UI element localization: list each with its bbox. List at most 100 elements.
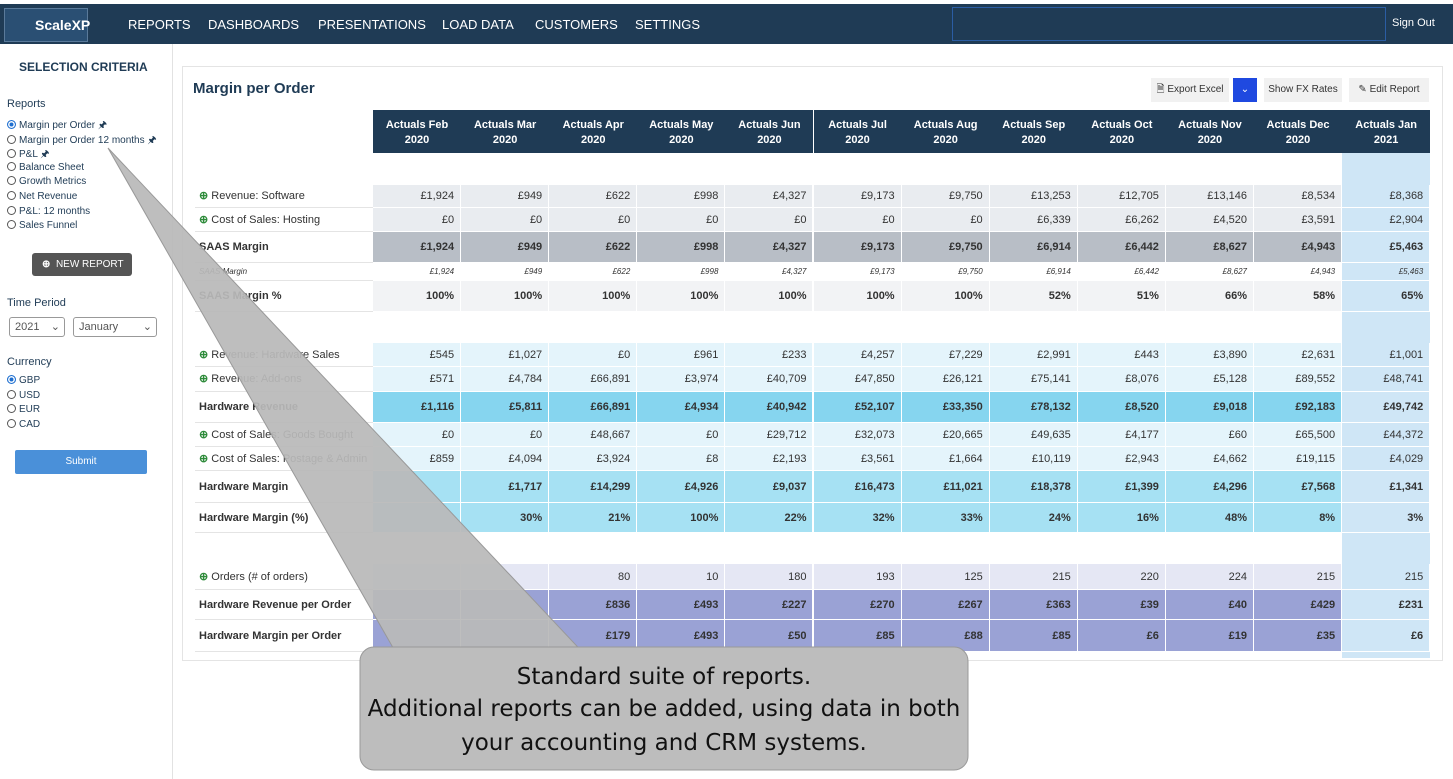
column-header: Actuals Aug 2020 — [901, 110, 990, 153]
table-cell: £0 — [461, 208, 550, 232]
column-header: Actuals Mar 2020 — [461, 110, 550, 153]
table-cell: £4,784 — [461, 367, 550, 392]
table-cell: £85 — [989, 620, 1078, 652]
submit-button[interactable]: Submit — [15, 450, 147, 474]
table-cell: £0 — [637, 423, 726, 447]
table-cell: £19 — [1165, 620, 1254, 652]
table-cell: £4,327 — [725, 232, 814, 263]
report-option[interactable]: P&L 🖈 — [7, 147, 50, 164]
table-cell: £66,891 — [549, 367, 638, 392]
table-cell: £19,115 — [1254, 447, 1343, 471]
report-option[interactable]: Net Revenue — [7, 191, 77, 202]
column-header: Actuals May 2020 — [637, 110, 726, 153]
table-cell: £622 — [549, 263, 638, 281]
month-select[interactable]: January ⌄ — [73, 317, 157, 337]
table-cell: £8,627 — [1165, 263, 1254, 281]
table-cell: £48,667 — [549, 423, 638, 447]
table-cell: £2,991 — [989, 343, 1078, 367]
table-cell: 10 — [637, 564, 726, 590]
row-label: Hardware Margin per Order — [195, 620, 373, 652]
callout-text: your accounting and CRM systems. — [461, 730, 867, 756]
table-cell: £4,094 — [461, 447, 550, 471]
table-cell: 100% — [549, 281, 638, 312]
table-cell: £7,568 — [1254, 471, 1343, 503]
table-cell: £9,750 — [901, 263, 990, 281]
table-cell: £39 — [1077, 590, 1166, 620]
report-option[interactable]: Margin per Order 🖈 — [7, 118, 107, 135]
nav-item[interactable]: LOAD DATA — [442, 17, 514, 32]
table-cell: 66% — [1165, 281, 1254, 312]
report-option[interactable]: Sales Funnel — [7, 220, 77, 231]
label-text: SAAS Margin — [199, 241, 269, 253]
table-cell: 65% — [1342, 281, 1431, 312]
table-cell: £0 — [725, 208, 814, 232]
currency-option[interactable]: GBP — [7, 375, 40, 386]
label-text: Hardware Margin per Order — [199, 630, 342, 642]
table-cell: 100% — [637, 503, 726, 533]
report-option[interactable]: P&L: 12 months — [7, 205, 90, 217]
fx-button[interactable]: Show FX Rates — [1264, 78, 1342, 102]
report-option[interactable]: Growth Metrics — [7, 176, 86, 187]
table-cell: £961 — [637, 343, 726, 367]
sign-out[interactable]: Sign Out — [1392, 17, 1435, 29]
table-cell: £1,924 — [373, 263, 462, 281]
column-header: Actuals Feb 2020 — [373, 110, 462, 153]
logo[interactable]: ScaleXP — [4, 8, 90, 42]
table-cell: £3,974 — [637, 367, 726, 392]
table-cell: £1,116 — [373, 392, 462, 423]
report-option[interactable]: Margin per Order 12 months 🖈 — [7, 133, 157, 150]
export-dropdown[interactable]: ⌄ — [1233, 78, 1257, 102]
table-cell: £60 — [1165, 423, 1254, 447]
table-cell: £16,473 — [813, 471, 902, 503]
nav-item[interactable]: DASHBOARDS — [208, 17, 300, 32]
nav-item[interactable]: PRESENTATIONS — [318, 17, 426, 32]
nav-item[interactable]: CUSTOMERS — [535, 17, 618, 32]
table-cell: £8,368 — [1342, 185, 1431, 208]
table-cell: 215 — [1254, 564, 1343, 590]
year-select[interactable]: 2021 ⌄ — [9, 317, 65, 337]
table-cell: 32% — [813, 503, 902, 533]
search-box[interactable] — [952, 7, 1386, 41]
table-cell: £9,750 — [901, 185, 990, 208]
table-cell: £622 — [549, 185, 638, 208]
callout-box — [359, 646, 969, 771]
edit-button[interactable]: ✎ Edit Report — [1349, 78, 1429, 102]
option-label: CAD — [19, 418, 41, 430]
table-cell: £8,520 — [1077, 392, 1166, 423]
option-label: Net Revenue — [19, 191, 78, 202]
table-cell: £14,299 — [549, 471, 638, 503]
table-cell: £227 — [725, 590, 814, 620]
table-cell: £9,173 — [813, 232, 902, 263]
report-option[interactable]: Balance Sheet — [7, 161, 84, 173]
table-cell: £233 — [725, 343, 814, 367]
table-cell: 21% — [549, 503, 638, 533]
table-cell: £3,924 — [549, 447, 638, 471]
nav-item[interactable]: REPORTS — [128, 17, 191, 32]
table-cell: £2,631 — [1254, 343, 1343, 367]
table-cell: 48% — [1165, 503, 1254, 533]
currency-option[interactable]: CAD — [7, 418, 41, 430]
table-cell: £66,891 — [549, 392, 638, 423]
new-report-button[interactable]: ⊕ NEW REPORT — [32, 253, 132, 276]
currency-option[interactable]: EUR — [7, 404, 40, 415]
table-cell: 215 — [989, 564, 1078, 590]
nav-bar: ScaleXP REPORTS DASHBOARDS PRESENTATIONS… — [0, 4, 1453, 44]
table-cell: £92,183 — [1254, 392, 1343, 423]
table-cell: 52% — [989, 281, 1078, 312]
callout-pointer — [107, 147, 592, 661]
currency-option[interactable]: USD — [7, 389, 40, 401]
table-cell: £48,741 — [1342, 367, 1431, 392]
table-cell: £6,914 — [989, 232, 1078, 263]
table-cell: £8,627 — [1165, 232, 1254, 263]
table-cell: £6,262 — [1077, 208, 1166, 232]
nav-item[interactable]: SETTINGS — [635, 17, 701, 32]
table-cell: £1,924 — [373, 185, 462, 208]
table-cell: £998 — [637, 185, 726, 208]
select-value: 2021 — [15, 321, 40, 333]
sidebar: SELECTION CRITERIA Reports ⊕ NEW REPORT … — [0, 44, 173, 779]
table-cell: £3,561 — [813, 447, 902, 471]
column-header: Actuals Apr 2020 — [549, 110, 638, 153]
label-text: Cost of Sales: Hosting — [211, 214, 321, 226]
option-label: Margin per Order 12 months — [19, 134, 145, 146]
export-button[interactable]: 🗎 Export Excel — [1151, 78, 1229, 102]
